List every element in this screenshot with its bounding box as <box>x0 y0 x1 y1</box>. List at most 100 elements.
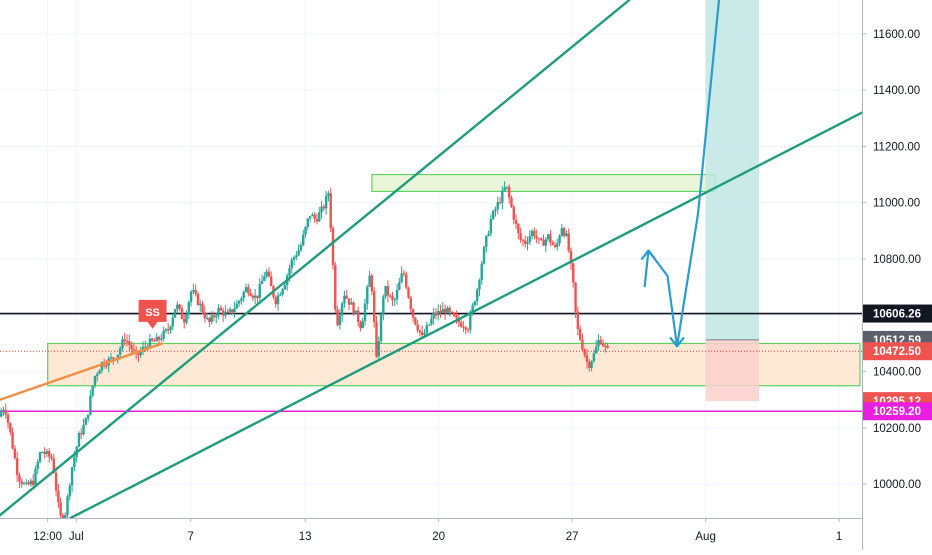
candle-body <box>52 458 55 473</box>
candle-body <box>569 250 573 264</box>
candle-body <box>240 298 243 301</box>
price-tick-label: 10400.00 <box>873 367 921 379</box>
candle-body <box>411 309 415 318</box>
candle-body <box>180 308 184 320</box>
candle-body <box>244 287 248 292</box>
candle-body <box>73 456 76 468</box>
candle-body <box>281 289 284 295</box>
trend-lines[interactable] <box>0 0 864 520</box>
candle-body <box>118 348 122 355</box>
candle-body <box>208 317 211 322</box>
candle-body <box>524 240 527 244</box>
price-tick-label: 10000.00 <box>873 479 921 491</box>
candle-body <box>494 209 497 211</box>
candle-body <box>276 295 280 305</box>
candle-body <box>560 228 564 236</box>
time-tick-label: Aug <box>695 531 715 543</box>
candle-body <box>242 291 245 299</box>
candle-body <box>526 242 529 244</box>
candle-body <box>329 193 332 229</box>
candle-body <box>203 312 207 319</box>
candle-body <box>363 303 367 321</box>
candle-body <box>466 329 470 331</box>
candle-body <box>233 308 236 313</box>
candle-body <box>288 268 291 276</box>
candle-body <box>201 303 204 313</box>
time-axis[interactable]: 12:00 Jul 7 13 20 27 Aug 1 <box>0 518 862 550</box>
candle-body <box>503 187 506 191</box>
grid <box>0 0 862 518</box>
candle-body <box>82 424 85 435</box>
candle-body <box>455 316 458 319</box>
candle-body <box>519 233 522 240</box>
candle-body <box>414 317 417 325</box>
candle-body <box>125 341 129 343</box>
candle-body <box>144 346 147 348</box>
candle-body <box>418 330 422 333</box>
candle-body <box>86 414 90 419</box>
candle-body <box>576 311 580 329</box>
time-axis-bg <box>0 518 862 550</box>
candle-body <box>407 287 410 298</box>
candle-body <box>100 362 104 371</box>
price-tick-label: 10200.00 <box>873 423 921 435</box>
candle-body <box>549 234 552 243</box>
candle-body <box>459 322 463 327</box>
candle-body <box>15 458 19 476</box>
price-axis-bg <box>862 0 932 550</box>
price-series <box>0 181 609 524</box>
candle-body <box>340 303 344 316</box>
candle-body <box>162 330 165 339</box>
candle-body <box>315 218 319 222</box>
candle-body <box>471 305 474 314</box>
candle-body <box>505 186 509 188</box>
candle-body <box>521 239 525 241</box>
candle-body <box>336 309 339 325</box>
candle-body <box>544 239 548 246</box>
candle-body <box>267 271 271 277</box>
candle-body <box>279 294 282 296</box>
candle-body <box>592 353 596 362</box>
candle-body <box>514 219 518 225</box>
price-tick-label: 11200.00 <box>873 141 920 153</box>
candle-body <box>384 286 387 297</box>
candle-body <box>61 515 65 520</box>
candle-body <box>153 340 156 342</box>
candle-body <box>354 310 358 314</box>
candle-body <box>370 275 374 292</box>
price-axis[interactable]: 10000.0010200.0010400.0010600.0010800.00… <box>862 0 932 550</box>
candle-body <box>487 233 490 236</box>
candle-body <box>91 385 94 396</box>
candle-body <box>320 206 323 213</box>
marker[interactable]: SS <box>138 299 167 329</box>
candle-body <box>160 338 163 340</box>
candle-body <box>501 190 504 203</box>
candle-body <box>416 324 419 331</box>
candle-body <box>556 243 559 247</box>
loss-area <box>705 339 760 402</box>
candle-body <box>260 280 264 285</box>
projection-path[interactable] <box>640 0 721 348</box>
candle-body <box>574 282 577 312</box>
candle-body <box>123 339 126 342</box>
candle-body <box>437 310 440 316</box>
candle-body <box>356 310 360 323</box>
candle-body <box>199 303 202 305</box>
candle-body <box>20 481 23 485</box>
candle-body <box>57 490 60 503</box>
candle-body <box>98 370 101 374</box>
candle-body <box>386 286 390 296</box>
candle-body <box>432 312 435 319</box>
candle-body <box>421 332 424 335</box>
candle-body <box>475 289 479 302</box>
candle-body <box>359 322 362 329</box>
candle-body <box>533 230 536 237</box>
candle-body <box>150 338 154 341</box>
candle-body <box>347 298 351 305</box>
candle-body <box>164 329 168 331</box>
candle-body <box>391 295 394 301</box>
candle-body <box>473 301 477 306</box>
